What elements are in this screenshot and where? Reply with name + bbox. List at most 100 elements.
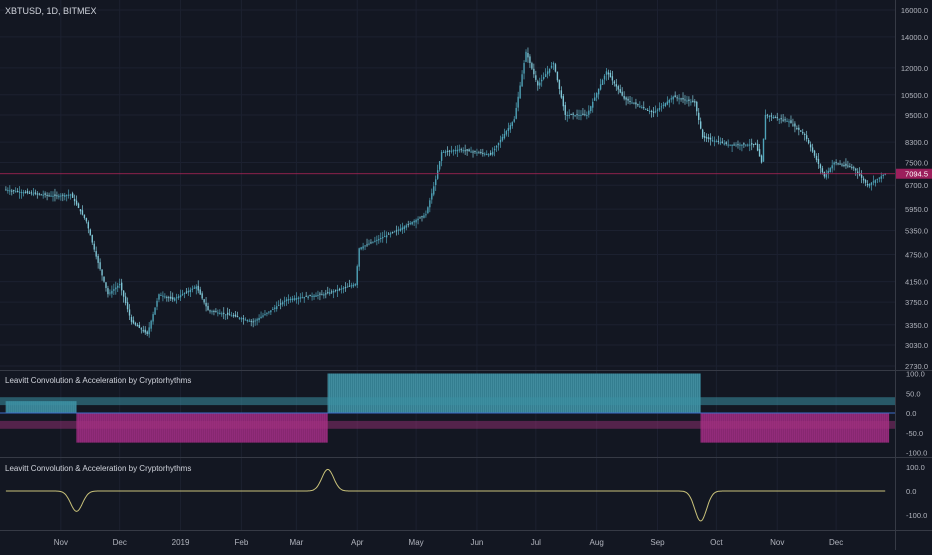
candle-body: [83, 214, 86, 218]
candle-body: [423, 215, 425, 218]
grid-lines: [0, 0, 895, 530]
candle-body: [880, 176, 882, 179]
price-tick-label: 2730.0: [905, 362, 928, 371]
candle-body: [440, 152, 443, 161]
candle-body: [382, 237, 384, 239]
candle-body: [866, 184, 869, 186]
candle-body: [58, 195, 60, 198]
candle-body: [802, 131, 804, 134]
acc-tick-label: 0.0: [906, 487, 916, 496]
candle-body: [332, 291, 335, 293]
candle-body: [731, 144, 733, 146]
price-tick-label: 5950.0: [905, 205, 928, 214]
candle-body: [525, 51, 527, 62]
candle-body: [203, 299, 205, 303]
candle-body: [592, 101, 594, 108]
candle-body: [191, 288, 194, 290]
candle-body: [605, 71, 608, 75]
candle-body: [768, 116, 771, 118]
candle-body: [240, 318, 243, 320]
candle-body: [166, 296, 168, 298]
candle-body: [629, 100, 631, 102]
candle-body: [729, 144, 731, 146]
candle-body: [594, 97, 596, 101]
candle-body: [535, 75, 537, 80]
candle-body: [405, 225, 407, 228]
candle-body: [160, 294, 162, 296]
candle-body: [30, 192, 33, 194]
candle-body: [489, 152, 492, 155]
candle-body: [268, 311, 270, 313]
candle-body: [156, 300, 158, 307]
candle-body: [711, 140, 714, 142]
candle-body: [805, 135, 808, 140]
candle-body: [857, 171, 859, 173]
candle-body: [67, 194, 70, 196]
candle-body: [699, 121, 702, 129]
candle-body: [421, 216, 423, 218]
candle-body: [590, 106, 592, 111]
candle-body: [772, 117, 775, 119]
candle-body: [366, 244, 368, 246]
conv-tick-label: 0.0: [906, 409, 916, 418]
candle-body: [696, 101, 698, 112]
candle-body: [378, 238, 380, 241]
candle-body: [790, 120, 792, 124]
candle-body: [313, 295, 315, 297]
price-tick-label: 12000.0: [901, 64, 928, 73]
candle-body: [146, 331, 148, 335]
candle-body: [226, 312, 229, 315]
candle-body: [244, 319, 247, 321]
candle-body: [811, 147, 814, 152]
candle-body: [568, 114, 570, 116]
candle-body: [721, 141, 723, 143]
candle-body: [175, 297, 178, 299]
candle-body: [758, 149, 761, 157]
candle-body: [436, 170, 439, 179]
candle-body: [329, 292, 331, 294]
candle-body: [185, 291, 188, 293]
candle-body: [670, 98, 672, 100]
candle-body: [295, 298, 298, 300]
candle-body: [309, 294, 311, 297]
candle-body: [509, 125, 512, 130]
candle-body: [664, 103, 667, 107]
candle-body: [362, 246, 364, 249]
candle-body: [452, 150, 455, 152]
symbol-title: XBTUSD, 1D, BITMEX: [5, 6, 97, 16]
candle-body: [484, 153, 486, 155]
candle-body: [458, 149, 460, 151]
candle-body: [654, 111, 657, 113]
candle-body: [493, 148, 496, 151]
candle-body: [281, 302, 284, 305]
last-price-tag: 7094.5: [896, 168, 932, 179]
candle-body: [692, 100, 694, 103]
time-tick-label: Apr: [351, 538, 364, 547]
conv-tick-label: -50.0: [906, 429, 923, 438]
candle-body: [242, 318, 245, 320]
candle-body: [521, 74, 523, 87]
candle-body: [627, 98, 629, 101]
candle-body: [478, 152, 480, 154]
candle-body: [713, 140, 716, 142]
candle-body: [878, 177, 880, 179]
time-tick-label: Feb: [235, 538, 249, 547]
candle-body: [119, 284, 121, 286]
candle-body: [456, 149, 459, 152]
candle-body: [813, 150, 816, 156]
candle-body: [554, 64, 557, 72]
candle-body: [682, 98, 684, 100]
candle-body: [566, 114, 568, 116]
candle-body: [289, 298, 292, 300]
candle-body: [823, 171, 826, 177]
candle-body: [66, 194, 68, 196]
candle-body: [299, 297, 301, 299]
candle-body: [221, 313, 223, 315]
upper-band: [0, 397, 895, 406]
candle-body: [743, 143, 745, 145]
candle-body: [676, 97, 678, 99]
candle-body: [346, 286, 349, 288]
candle-body: [539, 82, 541, 86]
candle-body: [158, 294, 160, 300]
